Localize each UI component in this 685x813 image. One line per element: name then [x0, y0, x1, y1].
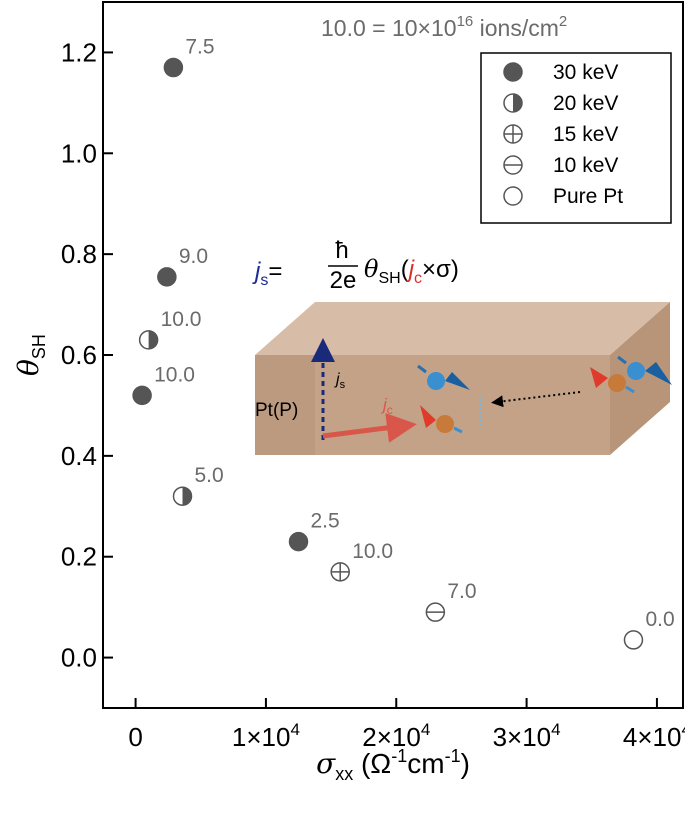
slab-left-face [255, 355, 315, 455]
jc-arrow [322, 413, 417, 443]
marker-half-fill [513, 94, 522, 112]
marker-circle [132, 385, 152, 406]
x-axis-title: σxx (Ω-1cm-1) [316, 746, 470, 784]
spin-flow-arrow [491, 391, 581, 408]
legend-marker [503, 93, 523, 113]
fluence-annotation: 10.0 = 10×1016 ions/cm2 [321, 13, 567, 41]
data-point-label: 10.0 [161, 308, 202, 331]
legend: 30 keV 20 keV 15 keV 10 keV Pure Pt [503, 61, 623, 208]
legend-marker [503, 186, 523, 206]
marker-circle [288, 531, 309, 552]
marker-circle [503, 186, 523, 206]
data-point [138, 330, 159, 350]
x-tick-label: 2×104 [362, 720, 430, 752]
legend-label: 10 keV [553, 154, 618, 177]
legend-label: Pure Pt [553, 185, 623, 208]
x-tick-label: 0 [128, 722, 142, 752]
y-axis-title: θSH [12, 334, 49, 376]
x-tick-label: 4×104 [623, 720, 685, 752]
data-point-label: 9.0 [179, 245, 208, 268]
data-point-label: 7.0 [447, 580, 476, 603]
y-tick-label: 0.2 [61, 542, 97, 572]
y-tick-label: 0.0 [61, 643, 97, 673]
marker-half-fill [148, 330, 158, 349]
legend-marker [503, 124, 523, 144]
data-point [163, 57, 184, 78]
x-tick-label: 3×104 [493, 720, 561, 752]
data-point [132, 385, 152, 406]
legend-label: 30 keV [553, 61, 618, 84]
data-points: 7.5 9.0 10.0 2.5 10.0 5.0 10.0 7.0 0.0 [132, 36, 675, 650]
y-axis-ticks: 0.0 0.2 0.4 0.6 0.8 1.0 1.2 [61, 37, 113, 673]
spin-down-electron-right [590, 367, 635, 394]
x-tick-label: 1×104 [232, 720, 300, 752]
data-point-label: 2.5 [311, 510, 340, 533]
spin-up-electron-right [617, 355, 672, 385]
inset-material-label: Pt(P) [255, 400, 298, 421]
inset-slab-diagram: Pt(P) js jc [255, 302, 672, 455]
data-point-label: 7.5 [185, 36, 214, 59]
data-point-label: 5.0 [195, 464, 224, 487]
marker-circle [623, 630, 644, 650]
spin-down-electron-left [420, 405, 463, 434]
slab-front-face [315, 355, 610, 455]
spin-up-electron-left [417, 364, 470, 390]
y-tick-label: 1.0 [61, 138, 97, 168]
legend-marker [503, 155, 523, 175]
data-point [330, 562, 350, 582]
svg-text:ħ: ħ [335, 237, 348, 264]
svg-text:js=: js= [252, 258, 282, 289]
y-tick-label: 0.4 [61, 441, 97, 471]
legend-label: 20 keV [553, 92, 618, 115]
data-point [623, 630, 644, 650]
data-point [157, 267, 177, 287]
data-point [288, 531, 309, 552]
data-point [172, 486, 193, 506]
data-point-label: 10.0 [154, 363, 195, 386]
legend-label: 15 keV [553, 123, 618, 146]
svg-text:θSH(jc×σ): θSH(jc×σ) [364, 255, 459, 287]
y-tick-label: 0.8 [61, 239, 97, 269]
marker-half-fill [182, 487, 192, 506]
y-tick-label: 0.6 [61, 340, 97, 370]
x-axis-ticks: 0 1×104 2×104 3×104 4×104 [128, 698, 685, 752]
slab-top-face [255, 302, 670, 355]
marker-circle [503, 62, 523, 82]
svg-text:2e: 2e [330, 267, 357, 294]
data-point [425, 602, 446, 622]
data-point-label: 0.0 [645, 608, 674, 631]
data-point-label: 10.0 [352, 540, 393, 563]
marker-circle [163, 57, 184, 78]
inset-js-label: js [334, 371, 346, 391]
spin-hall-equation: js= ħ 2e θSH(jc×σ) [252, 237, 459, 294]
y-tick-label: 1.2 [61, 37, 97, 67]
legend-marker [503, 62, 523, 82]
inset-jc-label: jc [381, 395, 393, 417]
marker-circle [157, 267, 177, 287]
